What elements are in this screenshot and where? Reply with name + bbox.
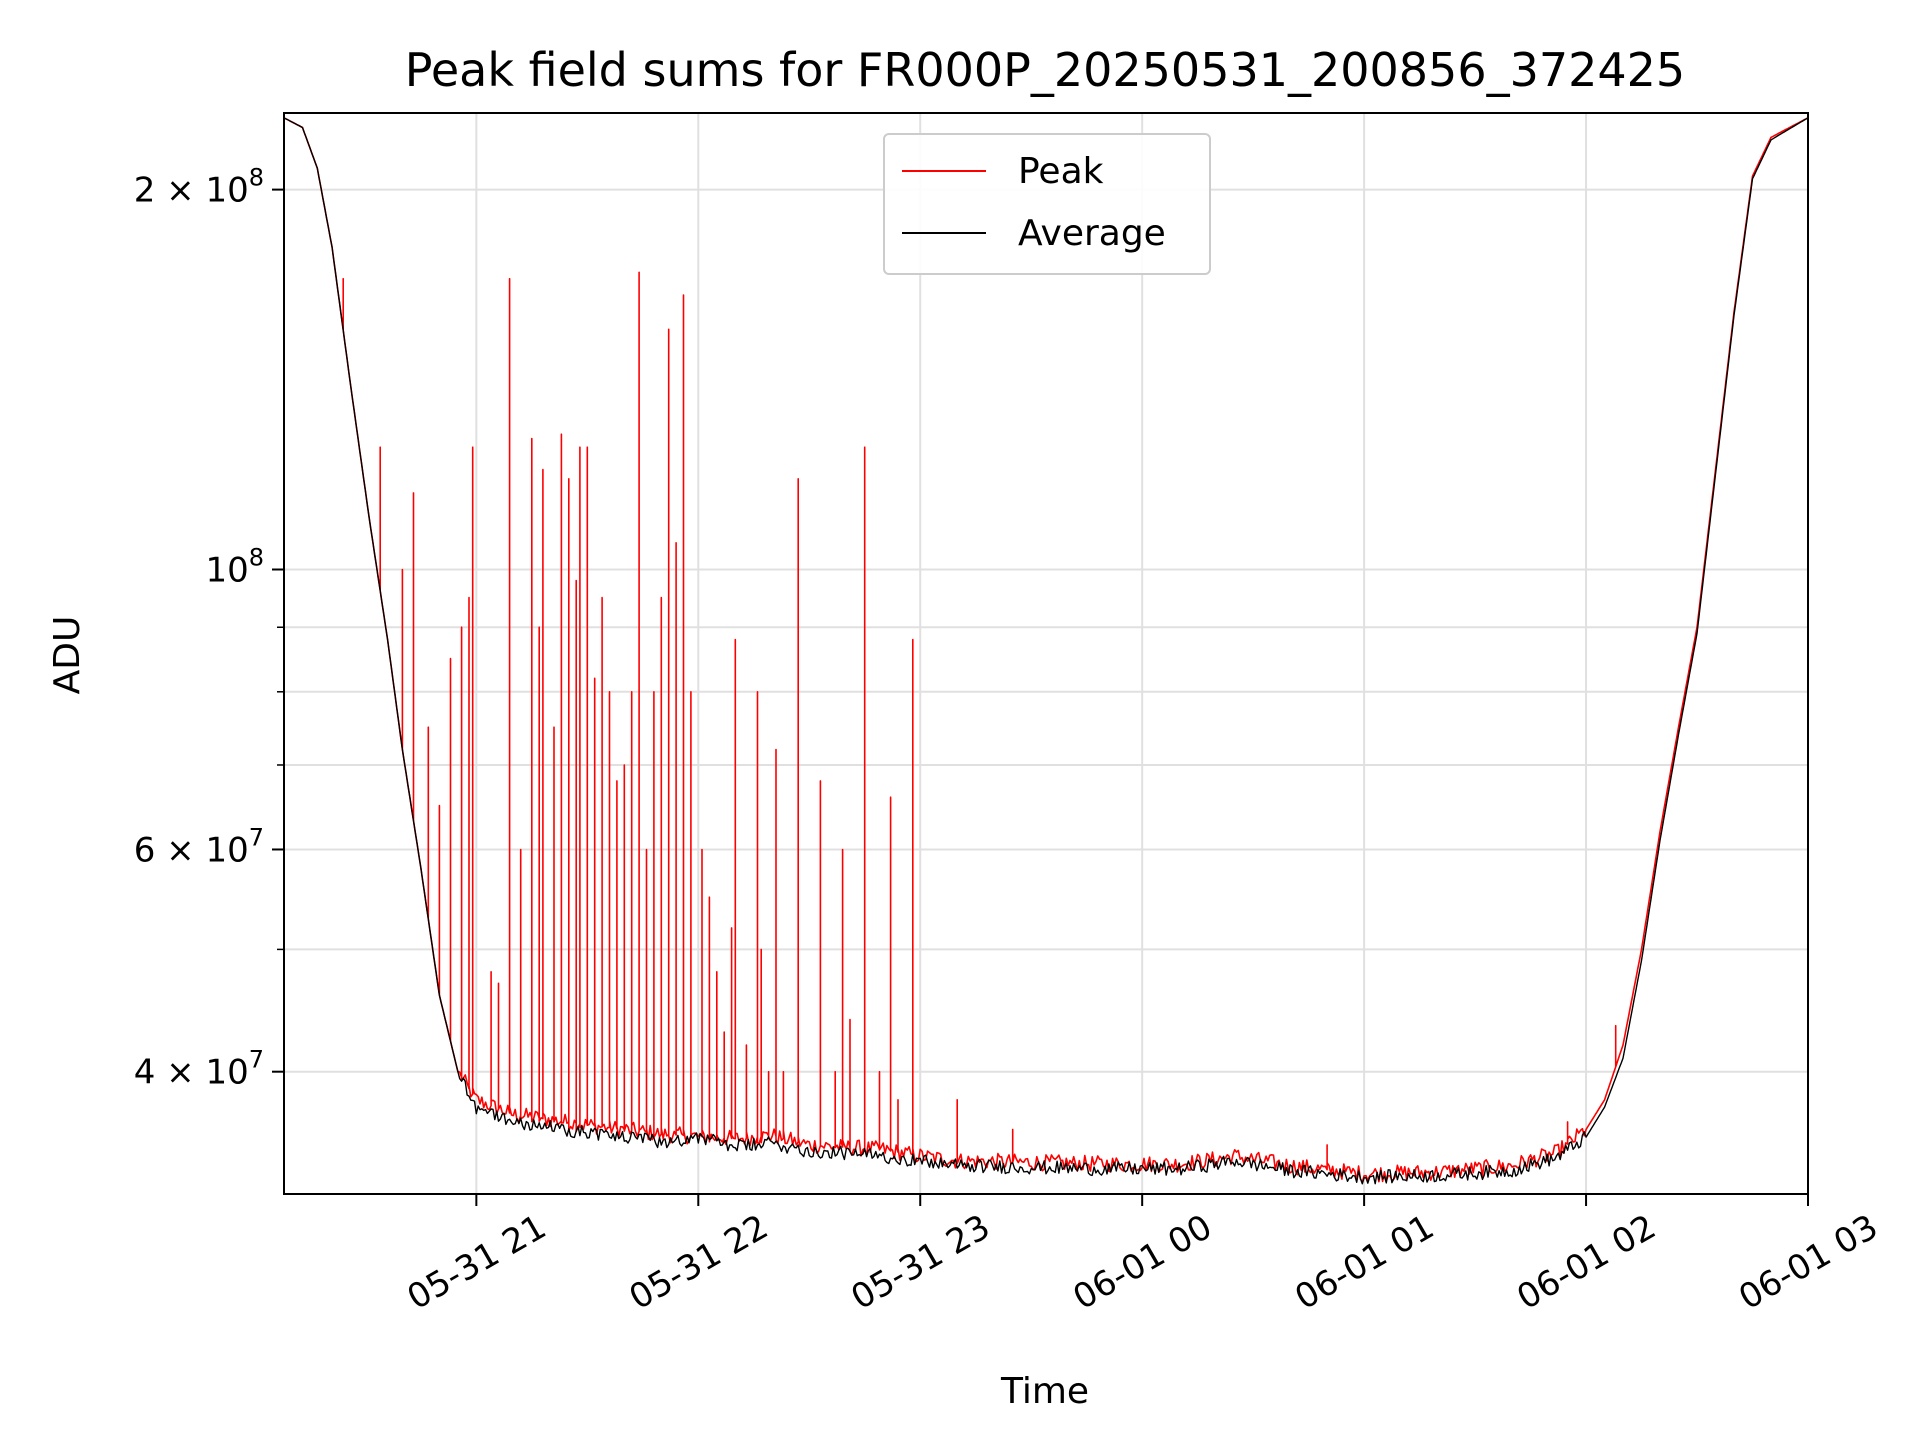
chart-title: Peak field sums for FR000P_20250531_2008… [405,43,1685,97]
y-tick-label: 6 × 107 [134,823,264,870]
legend-peak-label: Peak [1018,151,1104,192]
legend-average-label: Average [1018,213,1166,254]
plot-lines [283,117,1809,1185]
series-line-average [283,117,1809,1185]
y-axis-label: ADU [47,616,88,695]
legend: Peak Average [883,133,1211,275]
plot-frame [283,112,1809,1195]
x-axis-label: Time [1000,1371,1089,1412]
y-tick-label: 4 × 107 [134,1046,264,1093]
y-tick-label: 2 × 108 [134,164,264,211]
y-tick-label: 108 [205,544,264,591]
y-axis-ticks: 4 × 107 6 × 107 108 2 × 108 [134,164,284,1093]
legend-box [883,133,1211,275]
